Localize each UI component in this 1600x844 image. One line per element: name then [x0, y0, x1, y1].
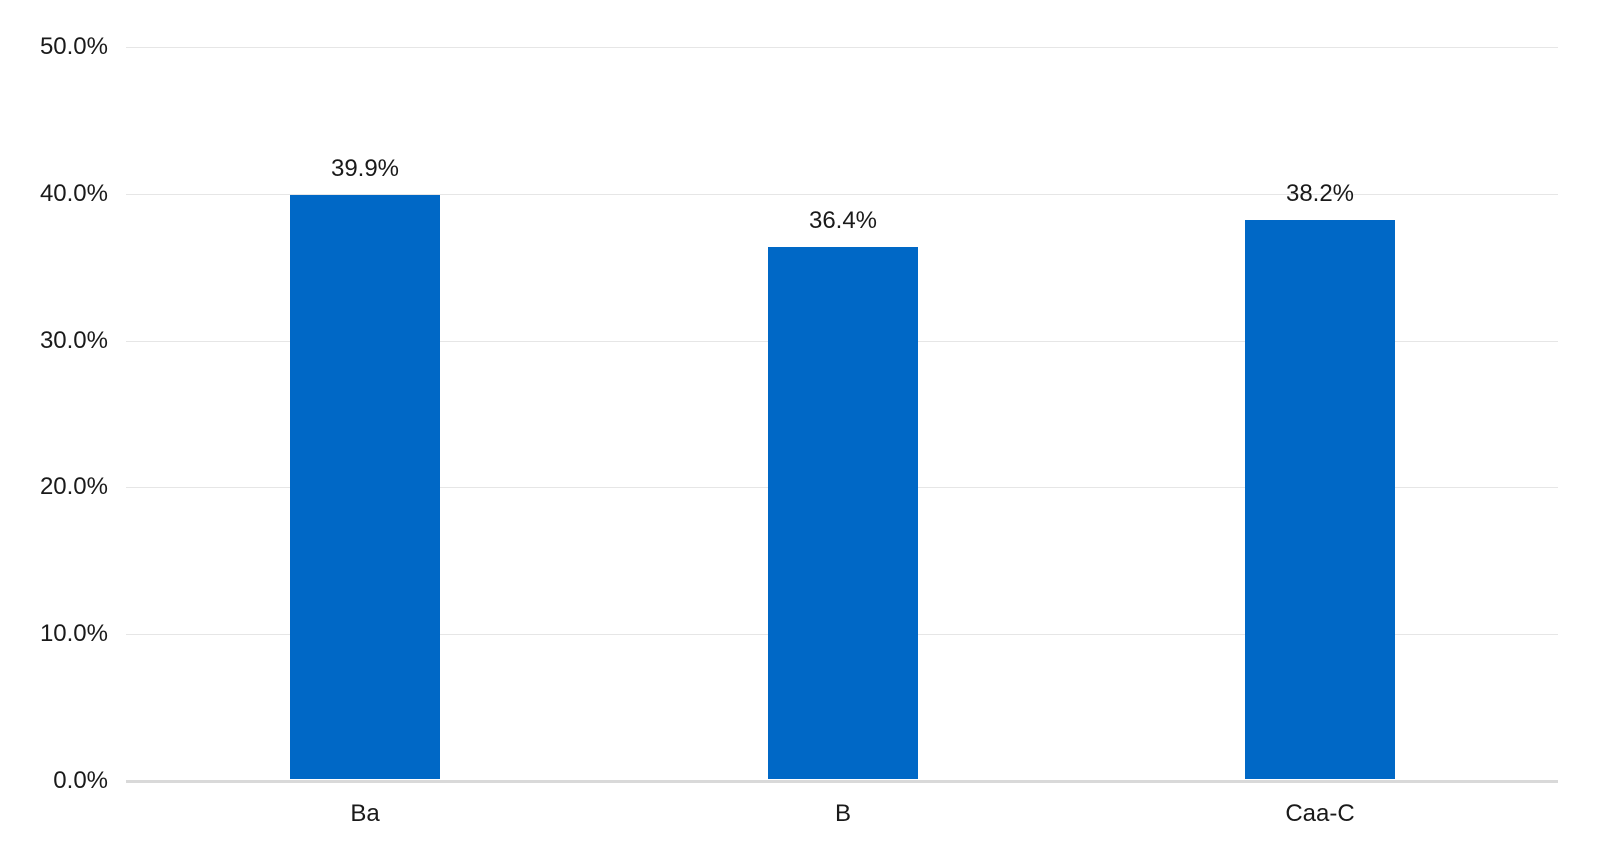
y-tick-label: 50.0% — [39, 33, 108, 60]
y-tick-label: 20.0% — [39, 473, 108, 501]
x-tick-label: Ba — [350, 800, 380, 827]
gridline — [126, 47, 1558, 48]
bar-b — [768, 246, 918, 779]
gridline — [126, 193, 1558, 195]
x-tick-label: Caa-C — [1285, 800, 1355, 827]
y-tick-label: 30.0% — [39, 326, 108, 354]
value-label: 38.2% — [1285, 180, 1355, 208]
y-tick-label: 0.0% — [53, 767, 108, 794]
value-label: 39.9% — [330, 155, 400, 183]
x-axis-line — [126, 780, 1558, 783]
bar-ba — [290, 195, 440, 779]
y-tick-label: 40.0% — [39, 179, 108, 207]
bar-caa-c — [1245, 220, 1395, 779]
value-label: 36.4% — [808, 206, 878, 234]
y-tick-label: 10.0% — [39, 620, 108, 648]
x-tick-label: B — [834, 800, 851, 827]
